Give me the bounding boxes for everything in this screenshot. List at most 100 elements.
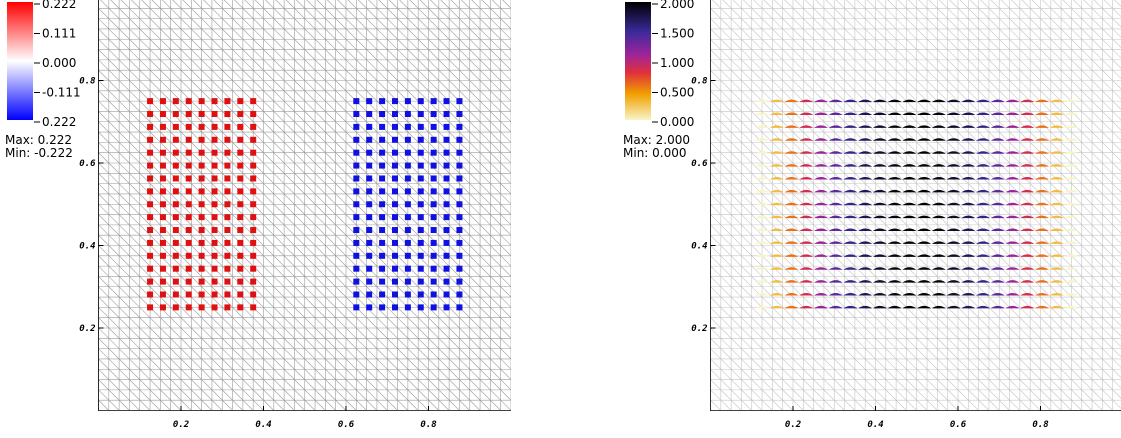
glyph xyxy=(1020,164,1035,167)
mesh-diagonal xyxy=(326,0,511,185)
glyph xyxy=(902,176,917,180)
glyph xyxy=(931,305,946,309)
marker xyxy=(417,188,424,195)
mesh-diagonal xyxy=(990,0,1121,131)
glyph xyxy=(976,99,991,103)
glyph xyxy=(887,125,902,128)
marker xyxy=(366,149,373,156)
mesh-diagonal xyxy=(711,204,917,410)
mesh-diagonal xyxy=(846,0,1121,275)
glyph xyxy=(887,292,902,296)
mesh-diagonal xyxy=(98,172,336,410)
marker xyxy=(404,98,411,105)
marker xyxy=(353,291,360,298)
glyph xyxy=(1020,112,1035,116)
marker xyxy=(417,265,424,272)
mesh-diagonal xyxy=(711,132,989,410)
glyph xyxy=(917,125,932,128)
marker xyxy=(366,136,373,143)
glyph xyxy=(917,202,932,206)
mesh-diagonal xyxy=(711,183,938,410)
marker xyxy=(417,227,424,234)
glyph xyxy=(1005,138,1020,141)
glyph xyxy=(843,125,858,128)
glyph xyxy=(769,292,784,296)
marker xyxy=(366,265,373,272)
glyph xyxy=(946,254,961,257)
marker xyxy=(250,291,257,298)
marker xyxy=(172,278,179,285)
glyph xyxy=(813,305,828,309)
glyph xyxy=(784,151,799,154)
glyph xyxy=(1049,99,1064,103)
mesh-diagonal xyxy=(306,0,511,205)
glyph xyxy=(828,267,843,270)
glyph xyxy=(976,241,991,244)
glyph xyxy=(902,151,917,154)
marker xyxy=(391,278,398,285)
glyph xyxy=(755,138,770,141)
glyph xyxy=(917,241,932,244)
marker xyxy=(353,162,360,169)
glyph xyxy=(976,292,991,296)
marker xyxy=(211,111,218,118)
marker xyxy=(366,188,373,195)
mesh-diagonal xyxy=(98,7,501,410)
glyph xyxy=(990,138,1005,141)
glyph xyxy=(961,112,976,116)
marker xyxy=(443,201,450,208)
marker xyxy=(430,227,437,234)
glyph xyxy=(1005,254,1020,257)
glyph xyxy=(828,241,843,244)
glyph xyxy=(755,292,770,296)
glyph xyxy=(902,254,917,257)
glyph xyxy=(843,215,858,219)
glyph xyxy=(1005,241,1020,244)
marker xyxy=(379,149,386,156)
glyph xyxy=(755,254,770,257)
marker xyxy=(366,98,373,105)
glyph xyxy=(1049,138,1064,141)
mesh-diagonal xyxy=(711,245,876,410)
glyph xyxy=(799,125,814,128)
glyph xyxy=(1034,292,1049,296)
glyph xyxy=(917,176,932,180)
glyph xyxy=(917,151,932,154)
glyph xyxy=(1020,292,1035,296)
marker xyxy=(379,201,386,208)
marker xyxy=(185,278,192,285)
glyph xyxy=(843,305,858,309)
glyph xyxy=(813,254,828,257)
glyph xyxy=(887,241,902,244)
x-tick-label: 0.6 xyxy=(950,420,967,430)
marker xyxy=(172,98,179,105)
glyph xyxy=(843,176,858,180)
marker xyxy=(404,278,411,285)
mesh-diagonal xyxy=(1052,0,1121,69)
glyph xyxy=(1034,138,1049,141)
mesh-diagonal xyxy=(223,0,511,288)
marker xyxy=(430,136,437,143)
marker xyxy=(198,136,205,143)
glyph xyxy=(976,138,991,141)
mesh-diagonal xyxy=(98,131,377,410)
x-tick-label: 0.8 xyxy=(420,420,436,430)
marker xyxy=(159,239,166,246)
glyph xyxy=(1020,254,1035,257)
marker xyxy=(391,291,398,298)
glyph xyxy=(931,241,946,244)
marker xyxy=(159,291,166,298)
marker xyxy=(224,123,231,130)
glyph xyxy=(858,305,873,309)
marker xyxy=(391,162,398,169)
mesh-diagonal xyxy=(98,275,233,410)
marker xyxy=(237,252,244,259)
marker xyxy=(211,227,218,234)
glyph xyxy=(946,99,961,103)
glyph xyxy=(843,254,858,257)
marker xyxy=(172,227,179,234)
glyph xyxy=(887,267,902,270)
glyph xyxy=(1034,254,1049,257)
mesh-diagonal xyxy=(234,0,511,277)
mesh-diagonal xyxy=(1042,0,1121,79)
